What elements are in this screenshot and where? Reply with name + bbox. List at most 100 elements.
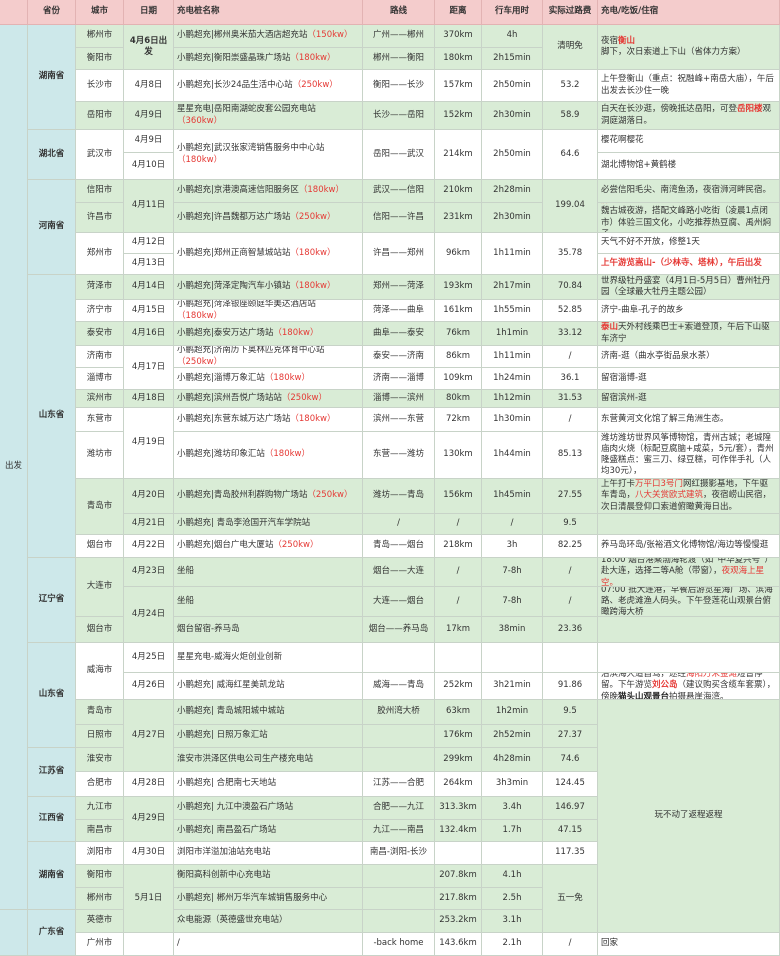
route-text: 南昌-浏阳-长沙 — [369, 847, 428, 858]
route-cell: 大连——烟台 — [363, 587, 435, 617]
column-header: 行车用时 — [482, 0, 543, 25]
distance-cell: 207.8km — [435, 865, 482, 888]
toll-cell: 64.6 — [543, 130, 598, 180]
toll-text: / — [568, 413, 572, 424]
highlight-text: 胖东来 — [601, 203, 627, 205]
route-text: 潍坊——青岛 — [372, 490, 424, 501]
station-power: （250kw） — [273, 540, 319, 551]
column-header: 实际过路费 — [543, 0, 598, 25]
station-cell: 小鹏超充|菏泽定陶汽车小镇站（180kw） — [174, 275, 363, 300]
city-name: 菏泽市 — [86, 281, 113, 292]
date-text: 4月27日 — [131, 729, 166, 740]
drive-time-text: 38min — [498, 623, 526, 634]
date-cell: 4月30日 — [124, 842, 174, 865]
distance-cell: 210km — [435, 180, 482, 203]
distance-text: 109km — [443, 372, 473, 383]
route-cell — [363, 865, 435, 888]
distance-cell: 80km — [435, 390, 482, 408]
province-cell: 湖南省 — [28, 842, 76, 910]
distance-text: / — [456, 595, 460, 606]
note-segment: 白天在长沙逛，傍晚抵达岳阳，可登 — [601, 104, 738, 115]
notes-text: 白天在长沙逛，傍晚抵达岳阳，可登岳阳楼观洞庭湖落日。 — [601, 104, 776, 126]
note-segment: 07:00 抵大连港，早餐后游览星海广场、滨海路、老虎滩渔人码头。下午登莲花山观… — [601, 587, 773, 617]
note-segment: 观洞庭湖落日。 — [601, 104, 772, 126]
station-name: 众电能源（英德盛世充电站） — [177, 915, 288, 926]
station-text: / — [177, 938, 180, 949]
date-cell: 4月9日 — [124, 102, 174, 130]
drive-time-text: 2h30min — [493, 211, 531, 222]
distance-cell: 157km — [435, 70, 482, 102]
toll-cell: 91.86 — [543, 673, 598, 700]
distance-cell: 63km — [435, 700, 482, 725]
station-text: 小鹏超充| 南昌盈石广场站 — [177, 825, 276, 836]
station-cell: / — [174, 933, 363, 956]
station-name: / — [177, 938, 180, 949]
note-segment: ，夜宿崂山民宿，次日清晨登仰口索道俯瞰黄海日出。 — [601, 490, 772, 512]
route-cell: 衡阳——长沙 — [363, 70, 435, 102]
station-power: （250kw） — [307, 490, 353, 501]
notes-cell: 天气不好不开放，修整1天 — [598, 233, 780, 254]
date-text: 4月23日 — [131, 566, 166, 577]
notes-text: 潍坊潍坊世界风筝博物馆，青州古城；老城隍庙肉火烧（标配豆腐脑+咸菜，5元/套），… — [601, 433, 776, 477]
station-power: （180kw） — [290, 52, 336, 63]
drive-time-cell: / — [482, 514, 543, 535]
notes-text: 樱花啊樱花 — [601, 135, 644, 146]
city-name: 岳阳市 — [86, 109, 113, 120]
date-cell: 4月21日 — [124, 514, 174, 535]
station-cell: 小鹏超充| 日照万象汇站 — [174, 725, 363, 748]
station-name: 小鹏超充| 南昌盈石广场站 — [177, 824, 277, 835]
toll-cell: 47.15 — [543, 820, 598, 842]
province-cell: 河南省 — [28, 180, 76, 275]
column-header: 日期 — [124, 0, 174, 25]
station-cell: 小鹏超充|烟台广电大厦站（250kw） — [174, 535, 363, 558]
drive-time-cell: 1.7h — [482, 820, 543, 842]
distance-text: 264km — [443, 778, 473, 789]
station-text: 小鹏超充| 日照万象汇站 — [177, 730, 268, 741]
station-text: 小鹏超充|郑州正商智慧城站站（180kw） — [177, 248, 335, 259]
column-header-label: 行车用时 — [494, 6, 529, 17]
province-name: 湖南省 — [38, 71, 65, 82]
route-cell: / — [363, 514, 435, 535]
station-name: 小鹏超充|滨州吾悦广场站站 — [177, 392, 282, 403]
notes-text: 必尝信阳毛尖、南湾鱼汤，夜宿浉河畔民宿。 — [601, 185, 771, 196]
station-text: 小鹏超充|泰安万达广场站（180kw） — [177, 328, 318, 339]
station-cell: 小鹏超充|郑州正商智慧城站站（180kw） — [174, 233, 363, 275]
drive-time-text: 1.7h — [502, 824, 522, 835]
column-header-label: 距离 — [449, 6, 467, 17]
drive-time-text: 3h3min — [495, 778, 529, 789]
route-text: 许昌——郑州 — [372, 247, 424, 258]
toll-text: 70.84 — [557, 281, 583, 292]
route-text: 菏泽——曲阜 — [372, 304, 424, 315]
city-cell: 威海市 — [76, 643, 124, 700]
drive-time-text: 1h44min — [493, 449, 531, 460]
note-segment: 时代广场（旗舰标杆）-步行5分钟至曹魏古城夜游，搭配文峰路小吃街（凌晨1点闭市）… — [601, 203, 772, 232]
station-name: 小鹏超充| 青岛李沧国开汽车学院站 — [177, 518, 311, 529]
distance-cell: 299km — [435, 748, 482, 772]
drive-time-cell: 3.1h — [482, 910, 543, 933]
distance-text: 218km — [443, 540, 473, 551]
date-cell: 4月9日 — [124, 130, 174, 153]
city-cell: 合肥市 — [76, 772, 124, 797]
city-name: 信阳市 — [86, 185, 113, 196]
city-name: 许昌市 — [86, 211, 113, 222]
station-name: 小鹏超充|武汉张家湾销售服务中中心站 — [177, 143, 325, 154]
city-cell: 郑州市 — [76, 233, 124, 275]
note-segment: 留宿淄博-逛 — [601, 372, 647, 383]
station-cell: 烟台留宿-养马岛 — [174, 617, 363, 643]
notes-cell: 养马岛环岛/张裕酒文化博物馆/海边等慢慢逛 — [598, 535, 780, 558]
distance-text: 132.4km — [439, 824, 477, 835]
route-text: 济南——淄博 — [372, 372, 424, 383]
drive-time-cell: 4h — [482, 25, 543, 48]
drive-time-cell: 1h55min — [482, 300, 543, 322]
notes-text: 天气不好不开放，修整1天 — [601, 237, 700, 248]
station-cell: 小鹏超充|郴州奥米茄大酒店超充站（150kw） — [174, 25, 363, 48]
drive-time-text: 4h28min — [493, 753, 531, 764]
toll-text: 36.1 — [560, 372, 580, 383]
drive-time-cell — [482, 842, 543, 865]
station-cell: 小鹏超充|许昌魏都万达广场站（250kw） — [174, 203, 363, 233]
notes-text: 回家 — [601, 938, 618, 949]
city-name: 滨州市 — [86, 392, 113, 403]
toll-cell: / — [543, 933, 598, 956]
note-segment: 18:00 烟台港乘渤海轮渡（如“中华复兴号”）赴大连，选择二等A舱（带窗）， — [601, 558, 774, 577]
route-text: 广州——郴州 — [372, 30, 424, 41]
